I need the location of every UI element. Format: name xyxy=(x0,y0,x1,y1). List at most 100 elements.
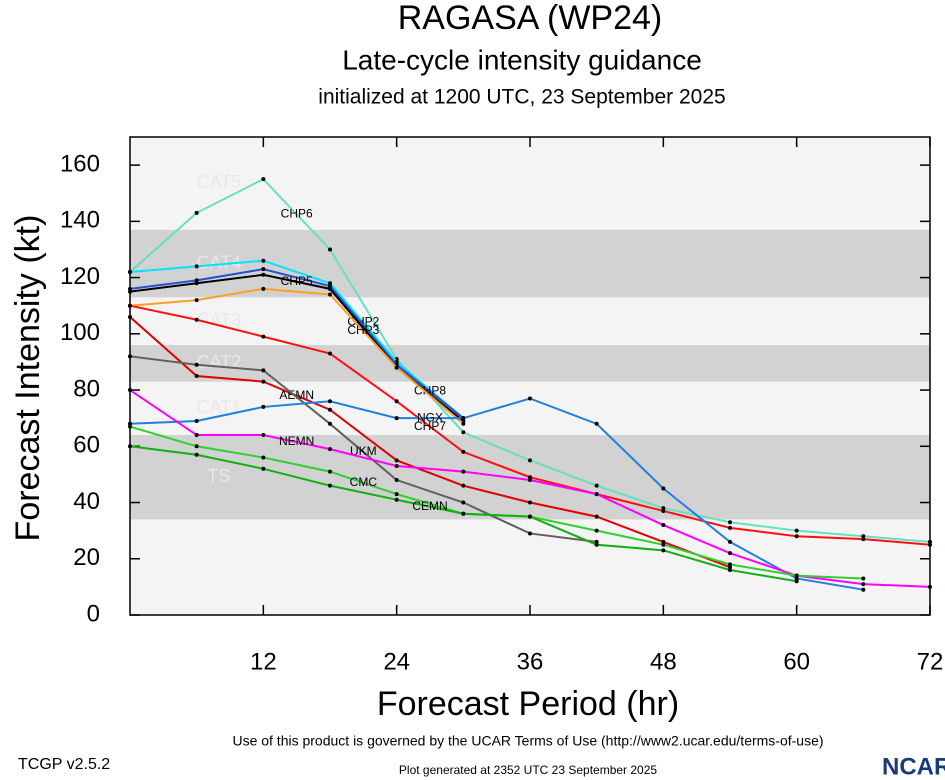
data-point xyxy=(528,475,532,480)
data-point xyxy=(194,418,199,423)
data-point xyxy=(194,281,199,286)
x-axis-label: Forecast Period (hr) xyxy=(377,685,679,723)
data-point xyxy=(461,421,466,426)
series-line xyxy=(129,287,464,425)
band-label: CAT4 xyxy=(197,252,242,272)
data-point xyxy=(394,399,399,404)
data-point xyxy=(528,514,532,519)
data-point xyxy=(394,416,399,421)
data-point xyxy=(194,264,199,269)
data-point xyxy=(794,528,799,533)
band-label: CAT1 xyxy=(197,397,242,417)
data-point xyxy=(128,289,132,294)
data-point xyxy=(261,177,266,182)
y-tick-label: 20 xyxy=(73,544,100,571)
data-point xyxy=(728,525,732,530)
data-point xyxy=(261,368,266,373)
data-point xyxy=(261,379,266,384)
data-point xyxy=(328,292,332,297)
data-point xyxy=(661,548,666,553)
data-point xyxy=(328,286,332,291)
data-point xyxy=(128,303,132,308)
data-point xyxy=(261,404,266,409)
data-point xyxy=(461,449,466,454)
data-point xyxy=(928,539,932,544)
data-point xyxy=(661,506,666,511)
data-point xyxy=(328,351,332,356)
logo: NCAR xyxy=(882,753,945,780)
data-point xyxy=(128,269,132,274)
data-point xyxy=(128,421,132,426)
data-point xyxy=(528,500,532,505)
data-point xyxy=(794,576,799,581)
series-label: CHP5 xyxy=(281,274,313,288)
data-point xyxy=(661,508,666,513)
data-point xyxy=(794,579,799,584)
data-point xyxy=(128,388,132,393)
band-label: CAT5 xyxy=(197,172,242,192)
data-point xyxy=(194,278,199,283)
data-point xyxy=(261,286,266,291)
data-point xyxy=(928,542,932,547)
y-tick-label: 0 xyxy=(87,600,100,627)
data-point xyxy=(861,576,866,581)
data-point xyxy=(261,334,266,339)
series-label: CMC xyxy=(350,475,378,489)
series-label: CHP3 xyxy=(347,323,379,337)
data-point xyxy=(261,267,266,272)
version: TCGP v2.5.2 xyxy=(18,756,110,773)
data-point xyxy=(328,447,332,452)
x-tick-label: 12 xyxy=(250,648,277,675)
data-point xyxy=(394,458,399,463)
data-point xyxy=(194,433,199,438)
data-point xyxy=(461,469,466,474)
y-axis-label: Forecast Intensity (kt) xyxy=(9,215,47,542)
band-label: CAT2 xyxy=(197,352,242,372)
data-point xyxy=(461,483,466,488)
data-point xyxy=(328,421,332,426)
data-point xyxy=(128,286,132,291)
data-point xyxy=(728,568,732,573)
y-tick-label: 80 xyxy=(73,375,100,402)
data-point xyxy=(461,511,466,516)
data-point xyxy=(261,272,266,277)
y-tick-label: 40 xyxy=(73,488,100,515)
y-tick-label: 120 xyxy=(60,263,100,290)
data-point xyxy=(528,478,532,483)
data-point xyxy=(861,534,866,539)
data-point xyxy=(928,584,932,589)
data-point xyxy=(728,551,732,556)
y-tick-label: 100 xyxy=(60,319,100,346)
data-point xyxy=(128,424,132,429)
category-band xyxy=(130,229,930,298)
y-tick-label: 60 xyxy=(73,432,100,459)
data-point xyxy=(128,314,132,319)
data-point xyxy=(394,492,399,497)
data-point xyxy=(461,416,466,421)
data-point xyxy=(861,582,866,587)
data-point xyxy=(194,362,199,367)
data-point xyxy=(594,542,599,547)
data-point xyxy=(194,444,199,449)
data-point xyxy=(394,497,399,502)
data-point xyxy=(328,247,332,252)
data-point xyxy=(328,469,332,474)
data-point xyxy=(661,542,666,547)
data-point xyxy=(461,500,466,505)
band-label: TS xyxy=(207,466,230,486)
data-point xyxy=(194,452,199,457)
data-point xyxy=(528,396,532,401)
series-label: CHP6 xyxy=(281,206,313,220)
data-point xyxy=(728,539,732,544)
data-point xyxy=(394,463,399,468)
data-point xyxy=(194,210,199,215)
x-tick-label: 72 xyxy=(917,648,944,675)
data-point xyxy=(328,281,332,286)
data-point xyxy=(328,407,332,412)
band-label: CAT3 xyxy=(197,310,242,330)
data-point xyxy=(661,523,666,528)
chart-subtitle: Late-cycle intensity guidance xyxy=(342,44,702,75)
generated: Plot generated at 2352 UTC 23 September … xyxy=(399,763,657,777)
data-point xyxy=(261,466,266,471)
